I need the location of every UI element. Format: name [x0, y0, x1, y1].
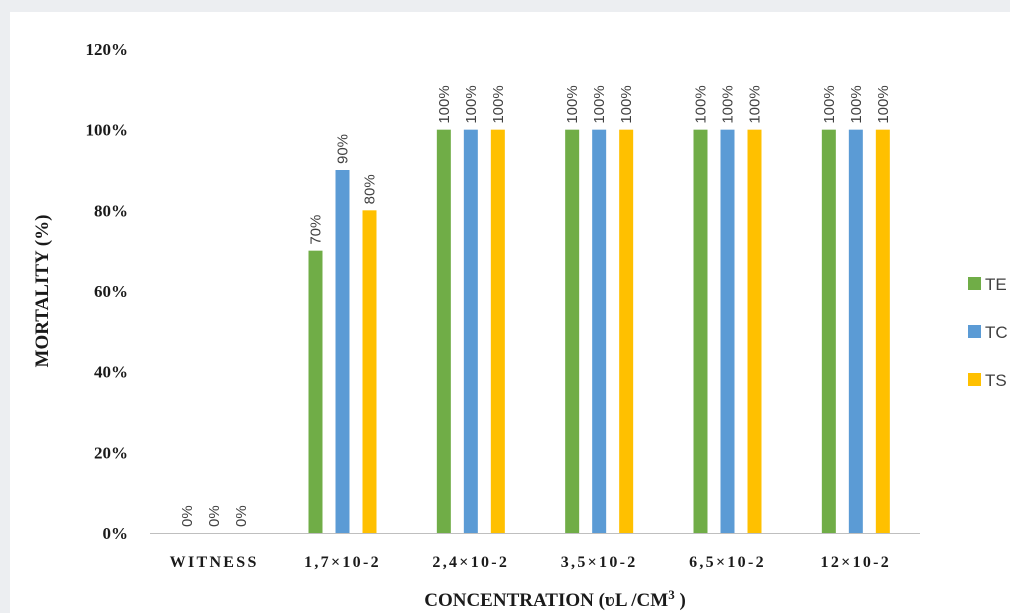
bar-tc: [848, 129, 863, 533]
x-axis-title-close: ): [675, 590, 686, 611]
x-axis-title-main: CONCENTRATION (: [424, 590, 605, 611]
data-label: 100%: [821, 85, 838, 123]
data-labels-layer: 0% 0% 0% 70% 90% 80% 100% 100% 100% 100% 100% 100% 1…: [179, 85, 892, 527]
data-label: 100%: [591, 85, 608, 123]
legend-label: TE: [985, 275, 1007, 294]
x-category-label: 3,5×10-2: [561, 554, 638, 571]
data-label: 100%: [463, 85, 480, 123]
x-category-label: 2,4×10-2: [432, 554, 509, 571]
bar-ts: [490, 129, 505, 533]
y-tick-label: 0%: [103, 524, 129, 543]
x-axis-title: CONCENTRATION (ʋL /CM3 ): [424, 587, 686, 611]
data-label: 0%: [179, 505, 196, 527]
x-category-label: 12×10-2: [821, 554, 892, 571]
bar-tc: [592, 129, 607, 533]
bar-ts: [619, 129, 634, 533]
bar-ts: [747, 129, 762, 533]
data-label: 70%: [308, 215, 325, 245]
mortality-bar-chart: 0% 20% 40% 60% 80% 100% 120% 0% 0% 0% 70% 90% 80% 10…: [32, 40, 1008, 611]
y-tick-label: 60%: [94, 282, 128, 301]
data-label: 0%: [233, 505, 250, 527]
data-label: 100%: [490, 85, 507, 123]
data-label: 80%: [362, 174, 379, 204]
y-tick-label: 120%: [86, 40, 129, 59]
bar-te: [693, 129, 708, 533]
bar-te: [308, 250, 323, 533]
y-tick-label: 80%: [94, 201, 128, 220]
data-label: 100%: [618, 85, 635, 123]
y-tick-label: 40%: [94, 363, 128, 382]
bar-tc: [463, 129, 478, 533]
data-label: 100%: [720, 85, 737, 123]
x-category-label: 1,7×10-2: [304, 554, 381, 571]
x-axis-categories: WITNESS 1,7×10-2 2,4×10-2 3,5×10-2 6,5×10-2 1…: [170, 554, 892, 571]
bar-tc: [335, 170, 350, 533]
bar-te: [565, 129, 580, 533]
y-tick-label: 20%: [94, 443, 128, 462]
data-label: 100%: [564, 85, 581, 123]
data-label: 0%: [206, 505, 223, 527]
legend: TE TC TS: [968, 275, 1008, 390]
bar-ts: [875, 129, 890, 533]
y-axis-ticks: 0% 20% 40% 60% 80% 100% 120%: [86, 40, 129, 543]
legend-swatch-tc: [968, 325, 981, 338]
data-label: 100%: [848, 85, 865, 123]
data-label: 100%: [747, 85, 764, 123]
data-label: 100%: [875, 85, 892, 123]
y-axis-title: MORTALITY (%): [32, 215, 53, 368]
bar-te: [821, 129, 836, 533]
legend-swatch-te: [968, 277, 981, 290]
chart-panel: 0% 20% 40% 60% 80% 100% 120% 0% 0% 0% 70% 90% 80% 10…: [10, 12, 1010, 613]
legend-label: TS: [985, 371, 1007, 390]
x-category-label: 6,5×10-2: [689, 554, 766, 571]
legend-label: TC: [985, 323, 1008, 342]
y-tick-label: 100%: [86, 121, 129, 140]
x-axis-title-superscript: 3: [668, 587, 675, 602]
bars-layer: [308, 129, 890, 534]
bar-ts: [362, 210, 377, 534]
bar-te: [436, 129, 451, 533]
x-category-label: WITNESS: [170, 554, 259, 571]
data-label: 100%: [436, 85, 453, 123]
data-label: 90%: [335, 134, 352, 164]
x-axis-title-unit: ʋL /CM: [605, 590, 668, 611]
bar-tc: [720, 129, 735, 533]
legend-swatch-ts: [968, 373, 981, 386]
data-label: 100%: [693, 85, 710, 123]
